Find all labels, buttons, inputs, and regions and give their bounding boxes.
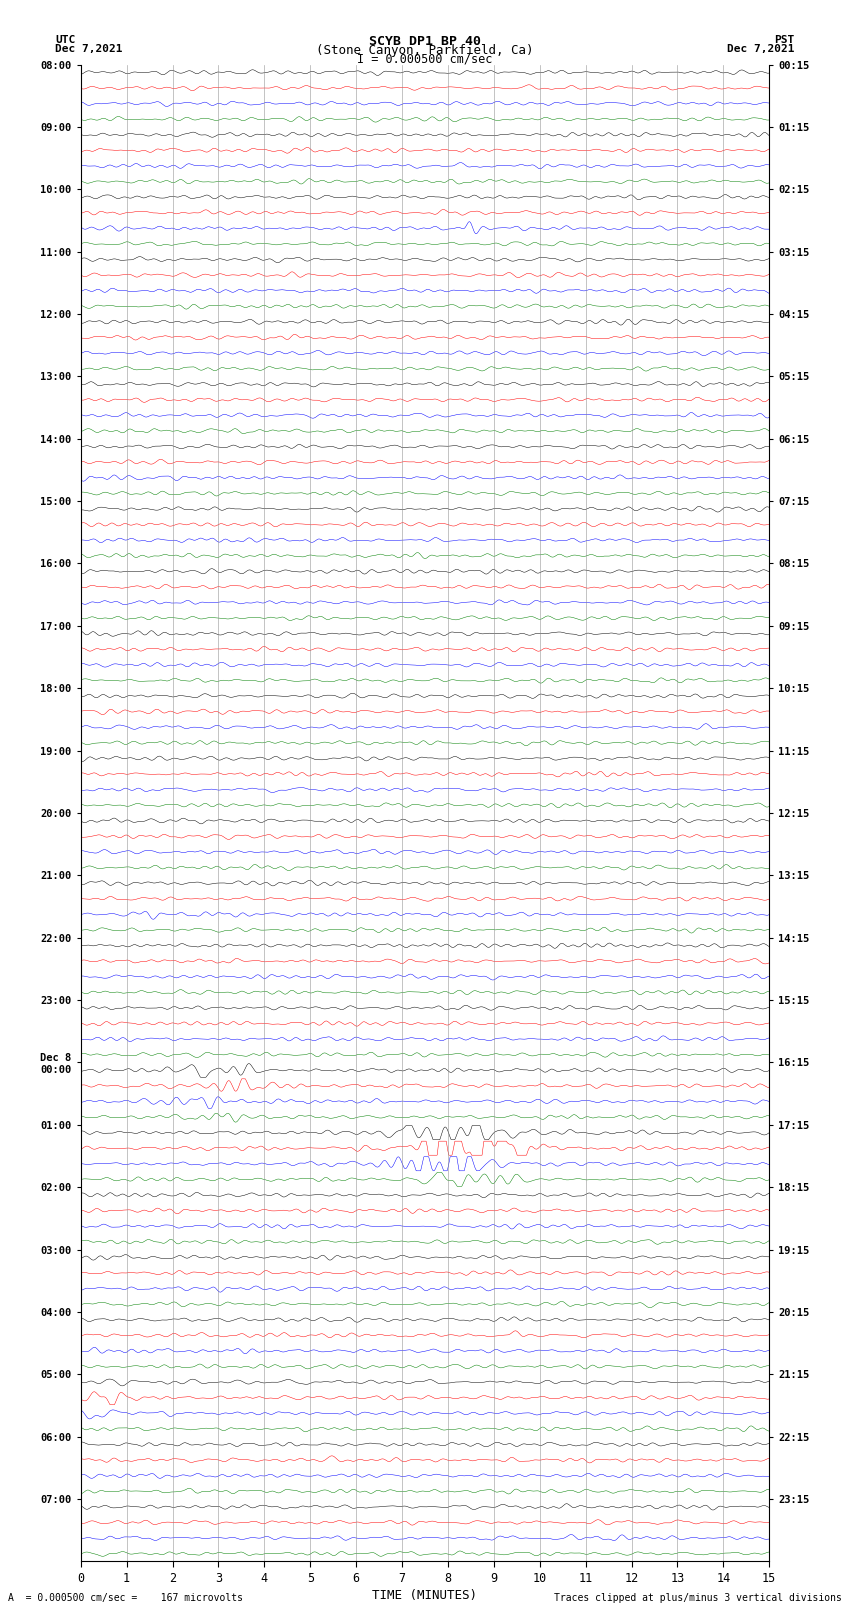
Text: Dec 7,2021: Dec 7,2021: [728, 44, 795, 55]
Text: (Stone Canyon, Parkfield, Ca): (Stone Canyon, Parkfield, Ca): [316, 44, 534, 56]
Text: Dec 7,2021: Dec 7,2021: [55, 44, 122, 55]
Text: Traces clipped at plus/minus 3 vertical divisions: Traces clipped at plus/minus 3 vertical …: [553, 1594, 842, 1603]
Text: SCYB DP1 BP 40: SCYB DP1 BP 40: [369, 35, 481, 48]
Text: PST: PST: [774, 35, 795, 45]
Text: I = 0.000500 cm/sec: I = 0.000500 cm/sec: [357, 52, 493, 66]
Text: A  = 0.000500 cm/sec =    167 microvolts: A = 0.000500 cm/sec = 167 microvolts: [8, 1594, 243, 1603]
X-axis label: TIME (MINUTES): TIME (MINUTES): [372, 1589, 478, 1602]
Text: UTC: UTC: [55, 35, 76, 45]
